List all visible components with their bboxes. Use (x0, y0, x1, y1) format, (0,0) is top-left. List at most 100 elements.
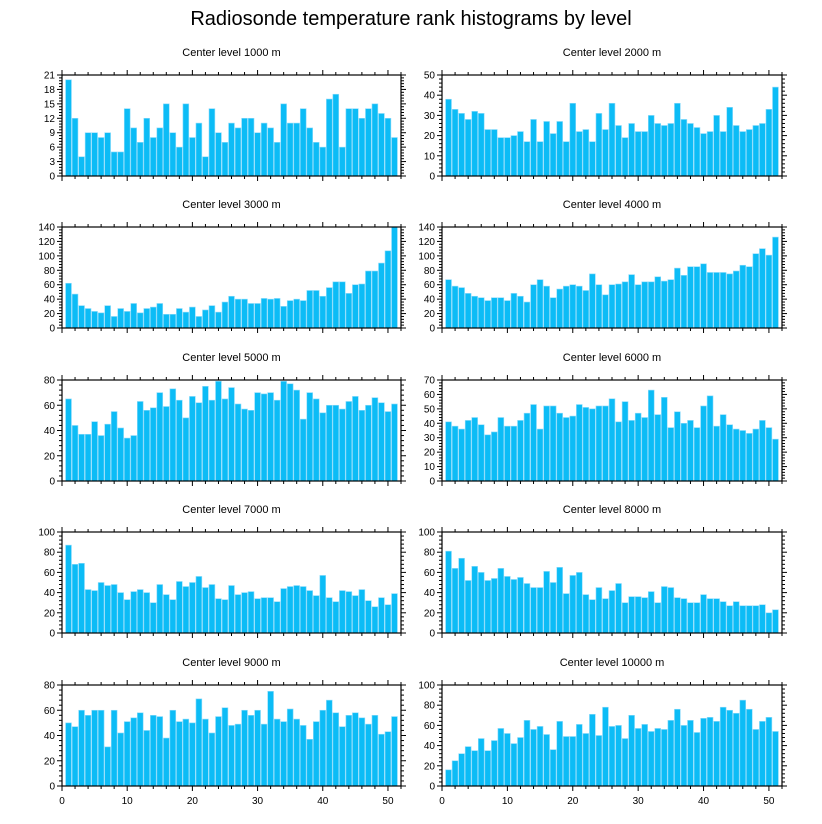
bar (752, 428, 760, 482)
bar (267, 597, 274, 634)
bar (97, 435, 105, 482)
bar (221, 398, 229, 482)
bar (464, 293, 472, 329)
x-tick-label: 40 (698, 796, 710, 807)
bar (549, 405, 557, 482)
bar (280, 588, 287, 634)
bar (234, 403, 242, 482)
bar (195, 402, 203, 482)
bar (202, 309, 209, 329)
bar (732, 712, 740, 787)
bar (530, 587, 537, 634)
y-tick-label: 40 (44, 426, 56, 437)
bar (71, 425, 79, 482)
bar (313, 290, 320, 329)
bar (647, 281, 655, 329)
bar (130, 717, 137, 787)
bar (117, 427, 124, 482)
bar (497, 417, 505, 482)
bar (608, 102, 616, 177)
bar (352, 108, 359, 177)
bar (491, 578, 498, 634)
bar (464, 580, 472, 634)
bar (169, 132, 177, 177)
y-tick-label: 70 (424, 376, 436, 387)
panel-1: Center level 1000 m 0 3 6 9 12 15 18 21 (44, 47, 406, 183)
bar (260, 393, 268, 482)
bar (208, 108, 216, 177)
bar (234, 127, 242, 177)
bar (530, 119, 537, 177)
bar (661, 280, 668, 329)
bar (477, 572, 485, 634)
bar (504, 300, 511, 329)
bar (293, 585, 300, 634)
bar (97, 709, 105, 787)
bar (136, 312, 144, 329)
bar (693, 266, 701, 329)
y-tick-label: 80 (44, 376, 56, 387)
bar (562, 736, 570, 787)
x-tick-label: 50 (763, 796, 775, 807)
bar (746, 605, 753, 634)
bar (713, 272, 720, 329)
bar (156, 392, 164, 482)
bar (654, 602, 662, 634)
bar (759, 604, 766, 634)
bar (674, 102, 681, 177)
bar (562, 141, 570, 177)
bar (680, 422, 688, 482)
bar (208, 584, 216, 634)
y-tick-label: 60 (424, 568, 436, 579)
bar (752, 125, 760, 177)
bar (530, 729, 537, 787)
bar (471, 417, 478, 482)
bar (189, 137, 196, 177)
bar (523, 583, 531, 634)
panel-title: Center level 6000 m (563, 352, 661, 364)
bar (326, 98, 333, 177)
bar (667, 279, 675, 329)
bar (123, 108, 131, 177)
bar (464, 420, 472, 482)
bar (378, 733, 385, 787)
bar (228, 585, 235, 634)
bar (693, 732, 701, 787)
bar (208, 399, 216, 482)
bar (130, 435, 137, 482)
bar (641, 724, 648, 787)
y-tick-label: 60 (424, 390, 436, 401)
bar (286, 300, 294, 329)
bar (208, 732, 216, 787)
bar (621, 602, 629, 634)
bar (339, 281, 346, 329)
y-tick-label: 50 (424, 71, 436, 82)
bar (497, 137, 505, 177)
bar (358, 117, 366, 177)
bar (667, 587, 675, 634)
bar (615, 421, 622, 482)
bar (241, 592, 248, 634)
bar (182, 103, 190, 177)
bar (182, 586, 190, 634)
bar (254, 709, 261, 787)
bar (615, 725, 622, 787)
bar (582, 129, 590, 177)
bar (595, 405, 603, 482)
bar (215, 598, 222, 634)
bar (97, 312, 105, 329)
bar (634, 284, 642, 329)
panel-10: Center level 10000 m 0 20 40 60 80 100 0 10 20 30 4… (418, 657, 787, 807)
bar (104, 132, 111, 177)
panel-5: Center level 5000 m 0 20 40 60 80 (44, 352, 406, 488)
bar (189, 722, 196, 787)
bar (150, 306, 157, 329)
x-tick-label: 10 (502, 796, 514, 807)
bar (391, 226, 398, 329)
bar (687, 720, 694, 787)
bar (746, 433, 753, 482)
bar (78, 433, 85, 482)
bar (195, 122, 203, 177)
bar (595, 587, 603, 634)
bar (339, 726, 346, 787)
